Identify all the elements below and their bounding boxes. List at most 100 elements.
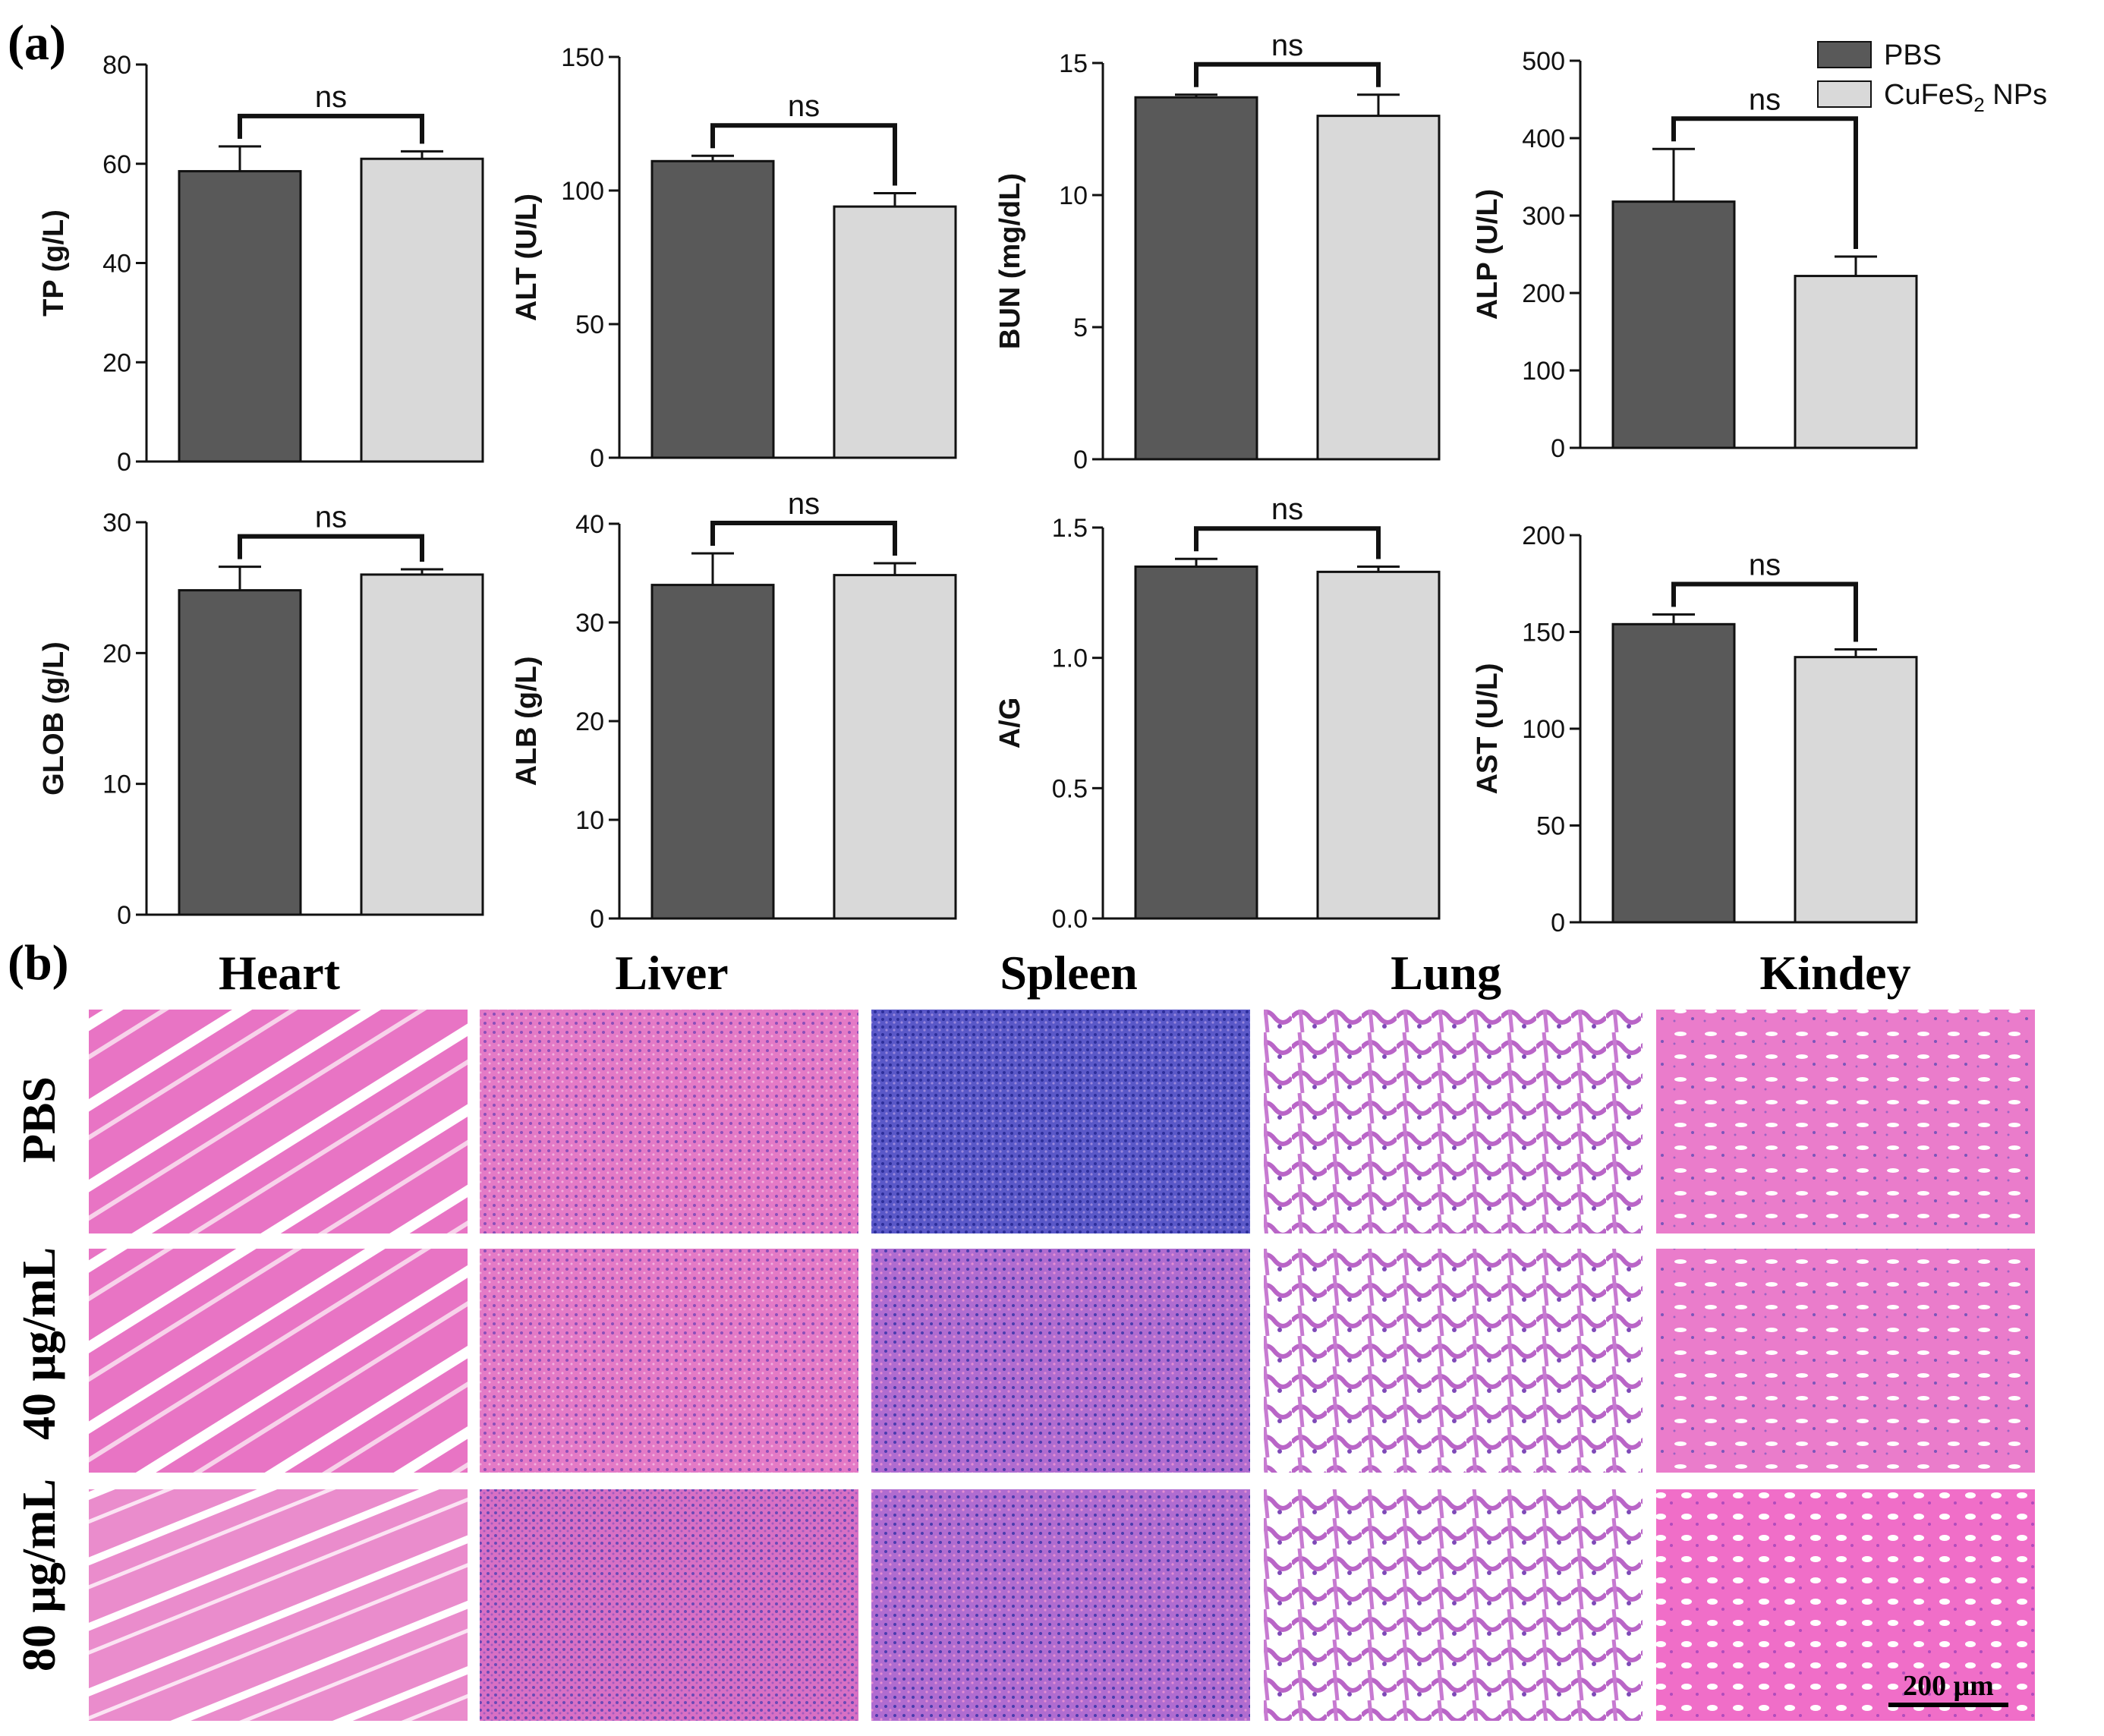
bar-ast-pbs: [1611, 622, 1736, 924]
y-tick-label-alb: 40: [575, 510, 604, 539]
bar-alb-pbs: [650, 584, 775, 920]
chart-ast: 0 50 100 150 200 AST (U/L) ns: [1472, 521, 1918, 937]
y-tick-label-glob: 20: [102, 639, 131, 668]
y-tick-label-alb: 10: [575, 806, 604, 835]
y-tick-label-ast: 150: [1522, 619, 1565, 647]
y-tick-label-bun: 10: [1059, 181, 1088, 210]
y-tick-label-alp: 200: [1522, 279, 1565, 308]
histology-kidney-pbs: [1656, 1010, 2035, 1233]
significance-label-tp: ns: [315, 80, 347, 114]
scale-bar: 200 μm: [1888, 1670, 2008, 1707]
y-tick-label-ag: 1.5: [1052, 514, 1088, 543]
y-tick-label-alt: 100: [561, 177, 604, 206]
bar-glob-cufes2: [360, 573, 484, 916]
legend-label-pbs: PBS: [1884, 39, 1942, 71]
y-tick-label-alt: 50: [575, 310, 604, 339]
legend-label-cufes2: CuFeS2 NPs: [1884, 79, 2047, 116]
significance-bracket-ag: [1194, 526, 1381, 559]
histology-spleen-40: [871, 1249, 1250, 1473]
y-tick-label-ag: 0.5: [1052, 774, 1088, 803]
bar-bun-cufes2: [1316, 115, 1441, 461]
legend-swatch-cufes2: [1817, 80, 1872, 108]
y-tick-label-alb: 0: [590, 905, 604, 934]
organ-label-spleen: Spleen: [1000, 946, 1137, 1000]
chart-glob: 0 10 20 30 GLOB (g/L) ns: [38, 501, 484, 930]
significance-label-alb: ns: [788, 487, 820, 521]
y-tick-label-ag: 1.0: [1052, 644, 1088, 673]
panel-a-label: (a): [8, 15, 66, 71]
bar-alp-cufes2: [1794, 275, 1918, 449]
y-tick-label-ag: 0.0: [1052, 905, 1088, 934]
row-label-40: 40 μg/mL: [14, 1247, 65, 1440]
bar-alt-cufes2: [833, 205, 957, 459]
y-axis-label-ag: A/G: [994, 698, 1026, 749]
histology-spleen-80: [871, 1489, 1250, 1721]
organ-label-liver: Liver: [615, 946, 728, 1000]
y-axis-label-glob: GLOB (g/L): [38, 641, 70, 796]
y-axis-label-alb: ALB (g/L): [511, 657, 543, 786]
chart-tp: 0 20 40 60 80 TP (g/L) ns: [38, 51, 484, 477]
significance-bracket-alt: [710, 123, 897, 186]
y-tick-label-tp: 0: [117, 448, 131, 477]
significance-bracket-alb: [710, 521, 897, 556]
y-axis-label-ast: AST (U/L): [1472, 663, 1504, 794]
y-axis-label-tp: TP (g/L): [38, 210, 70, 317]
y-tick-label-alp: 400: [1522, 124, 1565, 153]
y-tick-label-bun: 15: [1059, 49, 1088, 78]
significance-label-bun: ns: [1271, 29, 1303, 62]
bar-ag-cufes2: [1316, 570, 1441, 920]
y-tick-label-alt: 150: [561, 43, 604, 72]
histology-kidney-80: [1656, 1489, 2035, 1721]
y-tick-label-alb: 30: [575, 609, 604, 638]
histology-heart-pbs: [89, 1010, 468, 1233]
y-tick-label-tp: 40: [102, 250, 131, 279]
legend-swatch-pbs: [1817, 41, 1872, 68]
panel-b-label: (b): [8, 935, 69, 991]
significance-bracket-bun: [1194, 61, 1381, 87]
y-tick-label-alp: 300: [1522, 202, 1565, 231]
significance-bracket-tp: [238, 113, 424, 144]
bar-alb-cufes2: [833, 574, 957, 920]
histology-heart-40: [89, 1249, 468, 1473]
y-tick-label-tp: 80: [102, 51, 131, 80]
row-label-pbs: PBS: [14, 1076, 65, 1163]
y-tick-label-ast: 50: [1536, 812, 1565, 841]
organ-label-heart: Heart: [219, 946, 341, 1000]
y-tick-label-glob: 10: [102, 770, 131, 799]
y-tick-label-glob: 30: [102, 509, 131, 537]
bar-ast-cufes2: [1794, 656, 1918, 924]
histology-liver-80: [480, 1489, 858, 1721]
histology-kidney-40: [1656, 1249, 2035, 1473]
row-label-80: 80 μg/mL: [14, 1479, 65, 1671]
scale-bar-label: 200 μm: [1903, 1670, 1994, 1702]
bar-ag-pbs: [1134, 566, 1258, 920]
significance-bracket-glob: [238, 534, 424, 562]
y-tick-label-alp: 100: [1522, 357, 1565, 386]
significance-label-ag: ns: [1271, 493, 1303, 526]
significance-bracket-alp: [1671, 116, 1858, 250]
y-tick-label-tp: 60: [102, 150, 131, 179]
histology-heart-80: [89, 1489, 468, 1721]
scale-bar-line: [1888, 1703, 2008, 1707]
y-tick-label-bun: 5: [1073, 313, 1088, 342]
bar-alt-pbs: [650, 159, 775, 459]
y-tick-label-alt: 0: [590, 444, 604, 473]
significance-label-alp: ns: [1749, 83, 1781, 116]
histology-lung-pbs: [1264, 1010, 1643, 1233]
y-axis-label-alp: ALP (U/L): [1472, 189, 1504, 320]
histology-liver-pbs: [480, 1010, 858, 1233]
bar-tp-pbs: [178, 170, 302, 463]
y-tick-label-tp: 20: [102, 348, 131, 377]
y-tick-label-ast: 200: [1522, 521, 1565, 550]
histology-liver-40: [480, 1249, 858, 1473]
bar-tp-cufes2: [360, 157, 484, 463]
significance-label-glob: ns: [315, 501, 347, 534]
y-tick-label-alp: 0: [1551, 434, 1565, 463]
significance-bracket-ast: [1671, 581, 1858, 642]
histology-grid: Heart Liver Spleen Lung Kindey PBS 40 μg…: [14, 946, 2035, 1721]
histology-lung-80: [1264, 1489, 1643, 1721]
chart-alb: 0 10 20 30 40 ALB (g/L) ns: [511, 487, 957, 934]
chart-ag: 0.0 0.5 1.0 1.5 A/G ns: [994, 493, 1441, 934]
